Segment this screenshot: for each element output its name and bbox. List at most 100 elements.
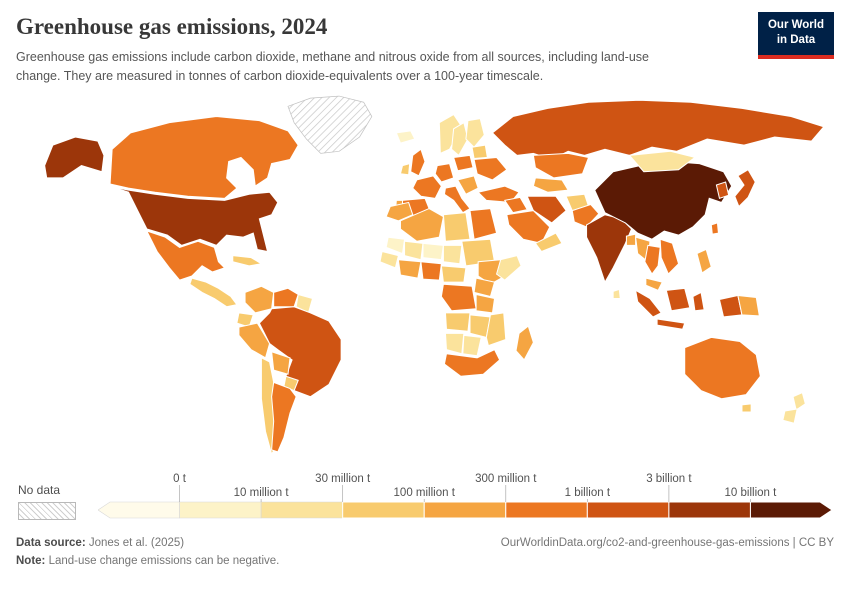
owid-logo-line1: Our World (767, 19, 824, 31)
region-senegal-guinea[interactable] (379, 250, 400, 269)
country-colombia[interactable] (244, 285, 275, 313)
country-india[interactable] (586, 213, 633, 283)
map-legend: No data 0 t 10 million t 30 million t 100 m… (16, 472, 834, 520)
owid-logo[interactable]: Our World in Data (758, 12, 834, 59)
country-morocco[interactable] (385, 201, 414, 221)
country-poland[interactable] (452, 154, 474, 171)
country-russia[interactable] (491, 99, 825, 160)
island-tasmania[interactable] (741, 402, 752, 413)
country-greenland[interactable] (287, 95, 373, 154)
nz-south-island[interactable] (782, 407, 798, 424)
country-korea[interactable] (715, 180, 730, 199)
country-cuba[interactable] (232, 254, 263, 266)
country-drc[interactable] (440, 283, 477, 311)
country-venezuela[interactable] (273, 287, 299, 307)
country-sri-lanka[interactable] (612, 288, 621, 299)
svg-text:3 billion t: 3 billion t (646, 473, 692, 485)
country-papua-new-guinea[interactable] (737, 294, 760, 316)
country-nigeria[interactable] (420, 260, 442, 281)
owid-logo-line2: in Data (776, 33, 816, 46)
country-bangladesh[interactable] (625, 232, 637, 246)
country-turkey[interactable] (477, 185, 520, 203)
legend-no-data: No data (18, 483, 76, 520)
country-egypt[interactable] (469, 207, 498, 240)
country-mauritania[interactable] (385, 236, 406, 254)
country-chad[interactable] (442, 244, 463, 264)
country-ukraine[interactable] (473, 156, 508, 181)
country-taiwan[interactable] (710, 221, 720, 235)
region-kenya-uganda[interactable] (473, 276, 496, 297)
country-tanzania[interactable] (475, 293, 496, 313)
country-mongolia[interactable] (628, 150, 697, 172)
country-mozambique[interactable] (485, 311, 507, 346)
svg-text:10 billion t: 10 billion t (725, 487, 778, 499)
region-cameroon-car[interactable] (440, 264, 467, 283)
region-yemen-oman[interactable] (534, 231, 563, 252)
country-canada[interactable] (109, 115, 299, 199)
country-namibia[interactable] (444, 332, 465, 354)
country-finland[interactable] (465, 117, 485, 148)
svg-text:10 million t: 10 million t (234, 487, 290, 499)
region-central-america[interactable] (189, 276, 238, 307)
region-baltics[interactable] (471, 144, 488, 159)
page-title: Greenhouse gas emissions, 2024 (16, 14, 328, 39)
world-choropleth-map (16, 92, 834, 470)
svg-text:100 million t: 100 million t (394, 487, 456, 499)
country-botswana[interactable] (462, 334, 482, 356)
country-sweden[interactable] (451, 121, 469, 156)
country-thailand[interactable] (644, 244, 661, 275)
country-malaysia[interactable] (645, 276, 663, 291)
country-algeria[interactable] (399, 207, 444, 242)
country-germany[interactable] (434, 162, 455, 183)
region-balkans[interactable] (456, 174, 479, 195)
region-central-asia[interactable] (532, 176, 569, 193)
country-france[interactable] (412, 174, 442, 199)
country-iran[interactable] (526, 195, 567, 224)
data-source: Data source: Jones et al. (2025) (16, 534, 184, 552)
region-ivory-ghana[interactable] (397, 258, 422, 279)
island-borneo[interactable] (665, 287, 691, 311)
country-brazil[interactable] (258, 305, 342, 397)
country-italy[interactable] (443, 184, 471, 213)
island-sulawesi[interactable] (692, 291, 705, 311)
country-south-africa[interactable] (443, 348, 501, 377)
country-mali[interactable] (404, 240, 424, 260)
country-somalia[interactable] (495, 254, 522, 281)
country-uk[interactable] (410, 147, 426, 177)
country-bolivia[interactable] (271, 350, 291, 375)
country-australia[interactable] (684, 336, 761, 399)
country-angola[interactable] (444, 311, 471, 332)
country-pakistan[interactable] (571, 203, 600, 228)
region-vietnam-laos[interactable] (659, 238, 680, 275)
island-sumatra[interactable] (634, 288, 662, 318)
country-philippines[interactable] (696, 248, 712, 274)
nz-north-island[interactable] (792, 391, 806, 411)
country-mexico[interactable] (145, 229, 226, 281)
country-niger[interactable] (422, 242, 444, 260)
country-madagascar[interactable] (515, 324, 534, 361)
country-kazakhstan[interactable] (532, 152, 590, 178)
data-source-label: Data source: (16, 536, 86, 549)
country-usa[interactable] (109, 185, 279, 252)
country-peru[interactable] (238, 321, 271, 359)
country-japan[interactable] (734, 168, 756, 207)
no-data-swatch[interactable] (18, 501, 76, 520)
legend-scale[interactable]: 0 t 10 million t 30 million t 100 million t… (98, 472, 832, 520)
chart-footer: Data source: Jones et al. (2025) OurWorl… (16, 534, 834, 571)
note-value: Land-use change emissions can be negativ… (45, 555, 280, 568)
country-argentina[interactable] (271, 381, 297, 453)
note: Note: Land-use change emissions can be n… (16, 552, 279, 570)
country-libya[interactable] (442, 211, 471, 242)
country-iceland[interactable] (395, 129, 416, 144)
page-subtitle: Greenhouse gas emissions include carbon … (16, 50, 650, 83)
country-paraguay[interactable] (283, 375, 299, 391)
chart-header: Greenhouse gas emissions, 2024 Greenhous… (16, 12, 834, 86)
island-java[interactable] (656, 317, 686, 330)
owid-url-link[interactable]: OurWorldinData.org/co2-and-greenhouse-ga… (500, 536, 834, 549)
svg-text:300 million t: 300 million t (475, 473, 537, 485)
country-iraq[interactable] (503, 196, 529, 213)
country-alaska[interactable] (44, 135, 105, 178)
country-ireland[interactable] (399, 162, 411, 175)
svg-text:1 billion t: 1 billion t (565, 487, 611, 499)
